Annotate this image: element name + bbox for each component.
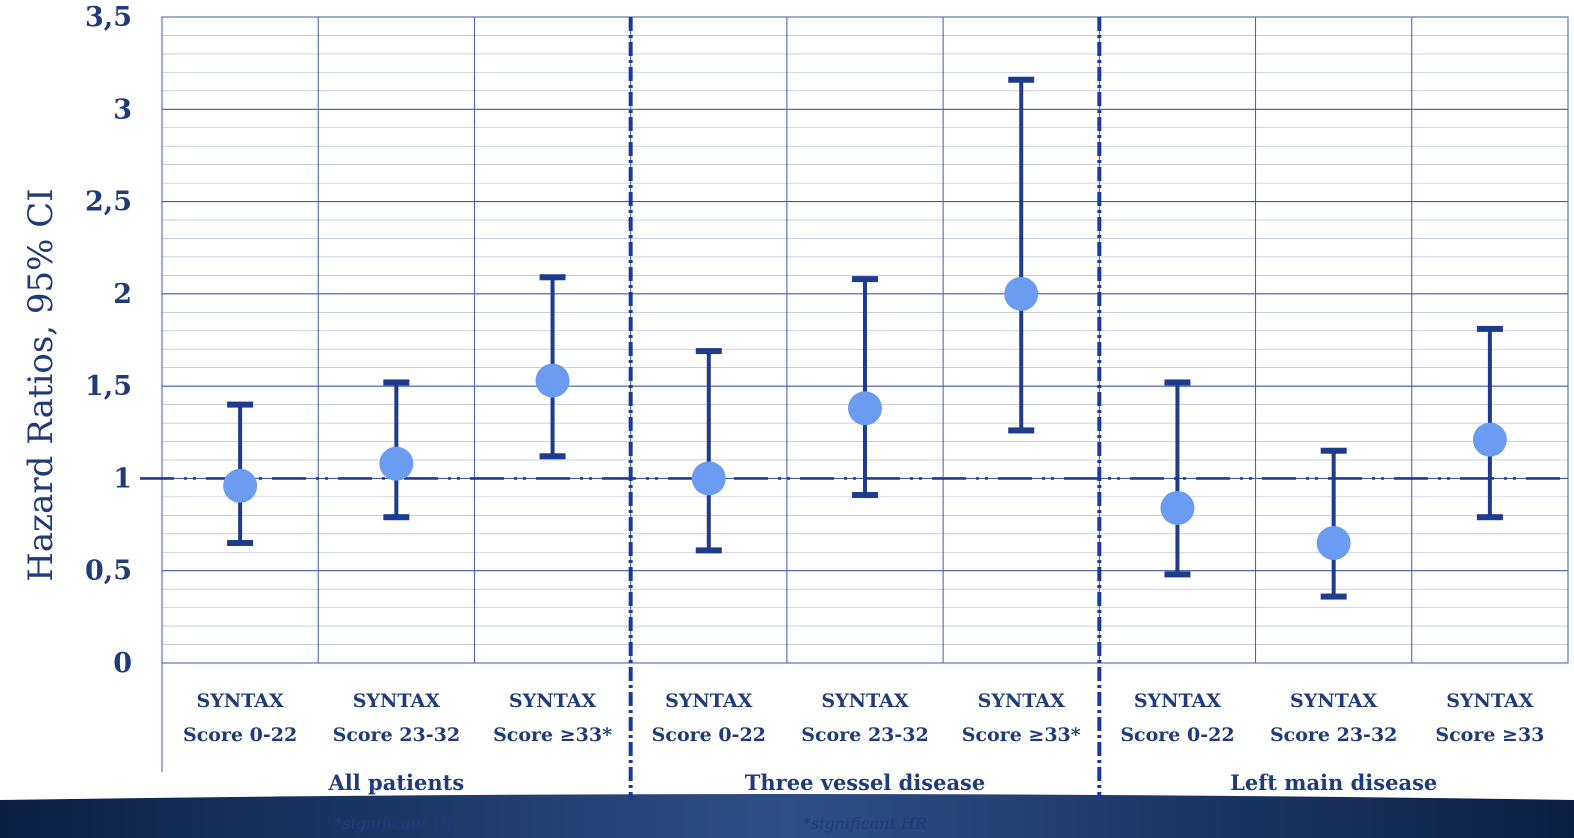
category-label-line2: Score 23-32 bbox=[333, 724, 460, 746]
y-axis: 0 0,5 1 1,5 2 2,5 3 3,5 bbox=[85, 2, 132, 679]
category-labels: SYNTAX Score 0-22 SYNTAX Score 23-32 SYNTAX S… bbox=[183, 690, 1544, 833]
category-label-line1: SYNTAX bbox=[1446, 690, 1533, 712]
error-bar bbox=[691, 348, 726, 554]
error-bar bbox=[1160, 379, 1195, 578]
group-label: Three vessel disease bbox=[745, 770, 986, 795]
category-label-line2: Score 0-22 bbox=[183, 724, 297, 746]
ci-upper-cap bbox=[1320, 447, 1347, 454]
category-label-line1: SYNTAX bbox=[665, 690, 752, 712]
category-label-line2: Score 23-32 bbox=[801, 724, 928, 746]
category-label-line2: Score 23-32 bbox=[1270, 724, 1397, 746]
error-bar bbox=[1472, 325, 1507, 521]
y-tick-label: 0 bbox=[113, 648, 132, 679]
category-label-line2: Score ≥33 bbox=[1435, 724, 1544, 746]
y-tick-label: 1,5 bbox=[85, 371, 132, 402]
y-tick-label: 0,5 bbox=[85, 556, 132, 587]
ci-lower-cap bbox=[852, 492, 878, 499]
error-bar bbox=[848, 276, 882, 499]
category-label-line2: Score 0-22 bbox=[1120, 724, 1234, 746]
error-bar bbox=[223, 401, 258, 547]
ci-lower-cap bbox=[227, 540, 254, 547]
category-label-line1: SYNTAX bbox=[353, 690, 440, 712]
y-axis-title: Hazard Ratios, 95% CI bbox=[21, 188, 61, 581]
category-label-line2: Score 0-22 bbox=[652, 724, 766, 746]
y-tick-label: 3,5 bbox=[85, 2, 132, 33]
ci-upper-cap bbox=[1164, 379, 1191, 386]
hr-point bbox=[1004, 276, 1039, 311]
data-marks bbox=[223, 76, 1507, 600]
category-label-line2: Score ≥33* bbox=[962, 724, 1081, 746]
hr-point bbox=[1316, 526, 1351, 561]
footnote: *significant HR bbox=[334, 814, 458, 833]
ci-upper-cap bbox=[852, 276, 878, 283]
group-label: All patients bbox=[327, 770, 464, 795]
ci-lower-cap bbox=[1008, 427, 1035, 434]
error-bar bbox=[1316, 447, 1351, 600]
y-tick-label: 2 bbox=[113, 279, 132, 310]
category-label-line2: Score ≥33* bbox=[493, 724, 612, 746]
ci-upper-cap bbox=[227, 401, 254, 408]
category-label-line1: SYNTAX bbox=[821, 690, 908, 712]
category-label-line1: SYNTAX bbox=[978, 690, 1065, 712]
ci-lower-cap bbox=[1320, 593, 1347, 600]
y-tick-label: 3 bbox=[113, 94, 132, 125]
ci-lower-cap bbox=[695, 547, 722, 554]
bottom-decorative-band bbox=[0, 794, 1574, 838]
hr-point bbox=[379, 446, 414, 481]
hr-point bbox=[691, 461, 726, 496]
category-label-line1: SYNTAX bbox=[1134, 690, 1221, 712]
error-bar bbox=[1004, 76, 1039, 434]
hr-point bbox=[223, 468, 258, 503]
hr-point bbox=[535, 363, 570, 398]
ci-upper-cap bbox=[383, 379, 410, 386]
ci-upper-cap bbox=[539, 274, 566, 281]
group-label: Left main disease bbox=[1230, 770, 1437, 795]
group-dividers bbox=[161, 17, 1102, 800]
ci-upper-cap bbox=[1476, 325, 1503, 332]
hr-point bbox=[848, 391, 882, 426]
ci-lower-cap bbox=[1164, 571, 1191, 578]
y-tick-label: 2,5 bbox=[85, 187, 132, 218]
ci-upper-cap bbox=[695, 348, 722, 355]
hr-point bbox=[1472, 422, 1507, 457]
footnote: *significant HR bbox=[803, 814, 927, 833]
category-label-line1: SYNTAX bbox=[509, 690, 596, 712]
category-label-line1: SYNTAX bbox=[1290, 690, 1377, 712]
ci-lower-cap bbox=[383, 514, 410, 521]
category-label-line1: SYNTAX bbox=[196, 690, 283, 712]
error-bar bbox=[379, 379, 414, 521]
y-tick-label: 1 bbox=[113, 463, 132, 494]
ci-lower-cap bbox=[539, 453, 566, 460]
error-bar bbox=[535, 274, 570, 460]
hr-point bbox=[1160, 490, 1195, 525]
ci-upper-cap bbox=[1008, 76, 1035, 83]
ci-lower-cap bbox=[1476, 514, 1503, 521]
